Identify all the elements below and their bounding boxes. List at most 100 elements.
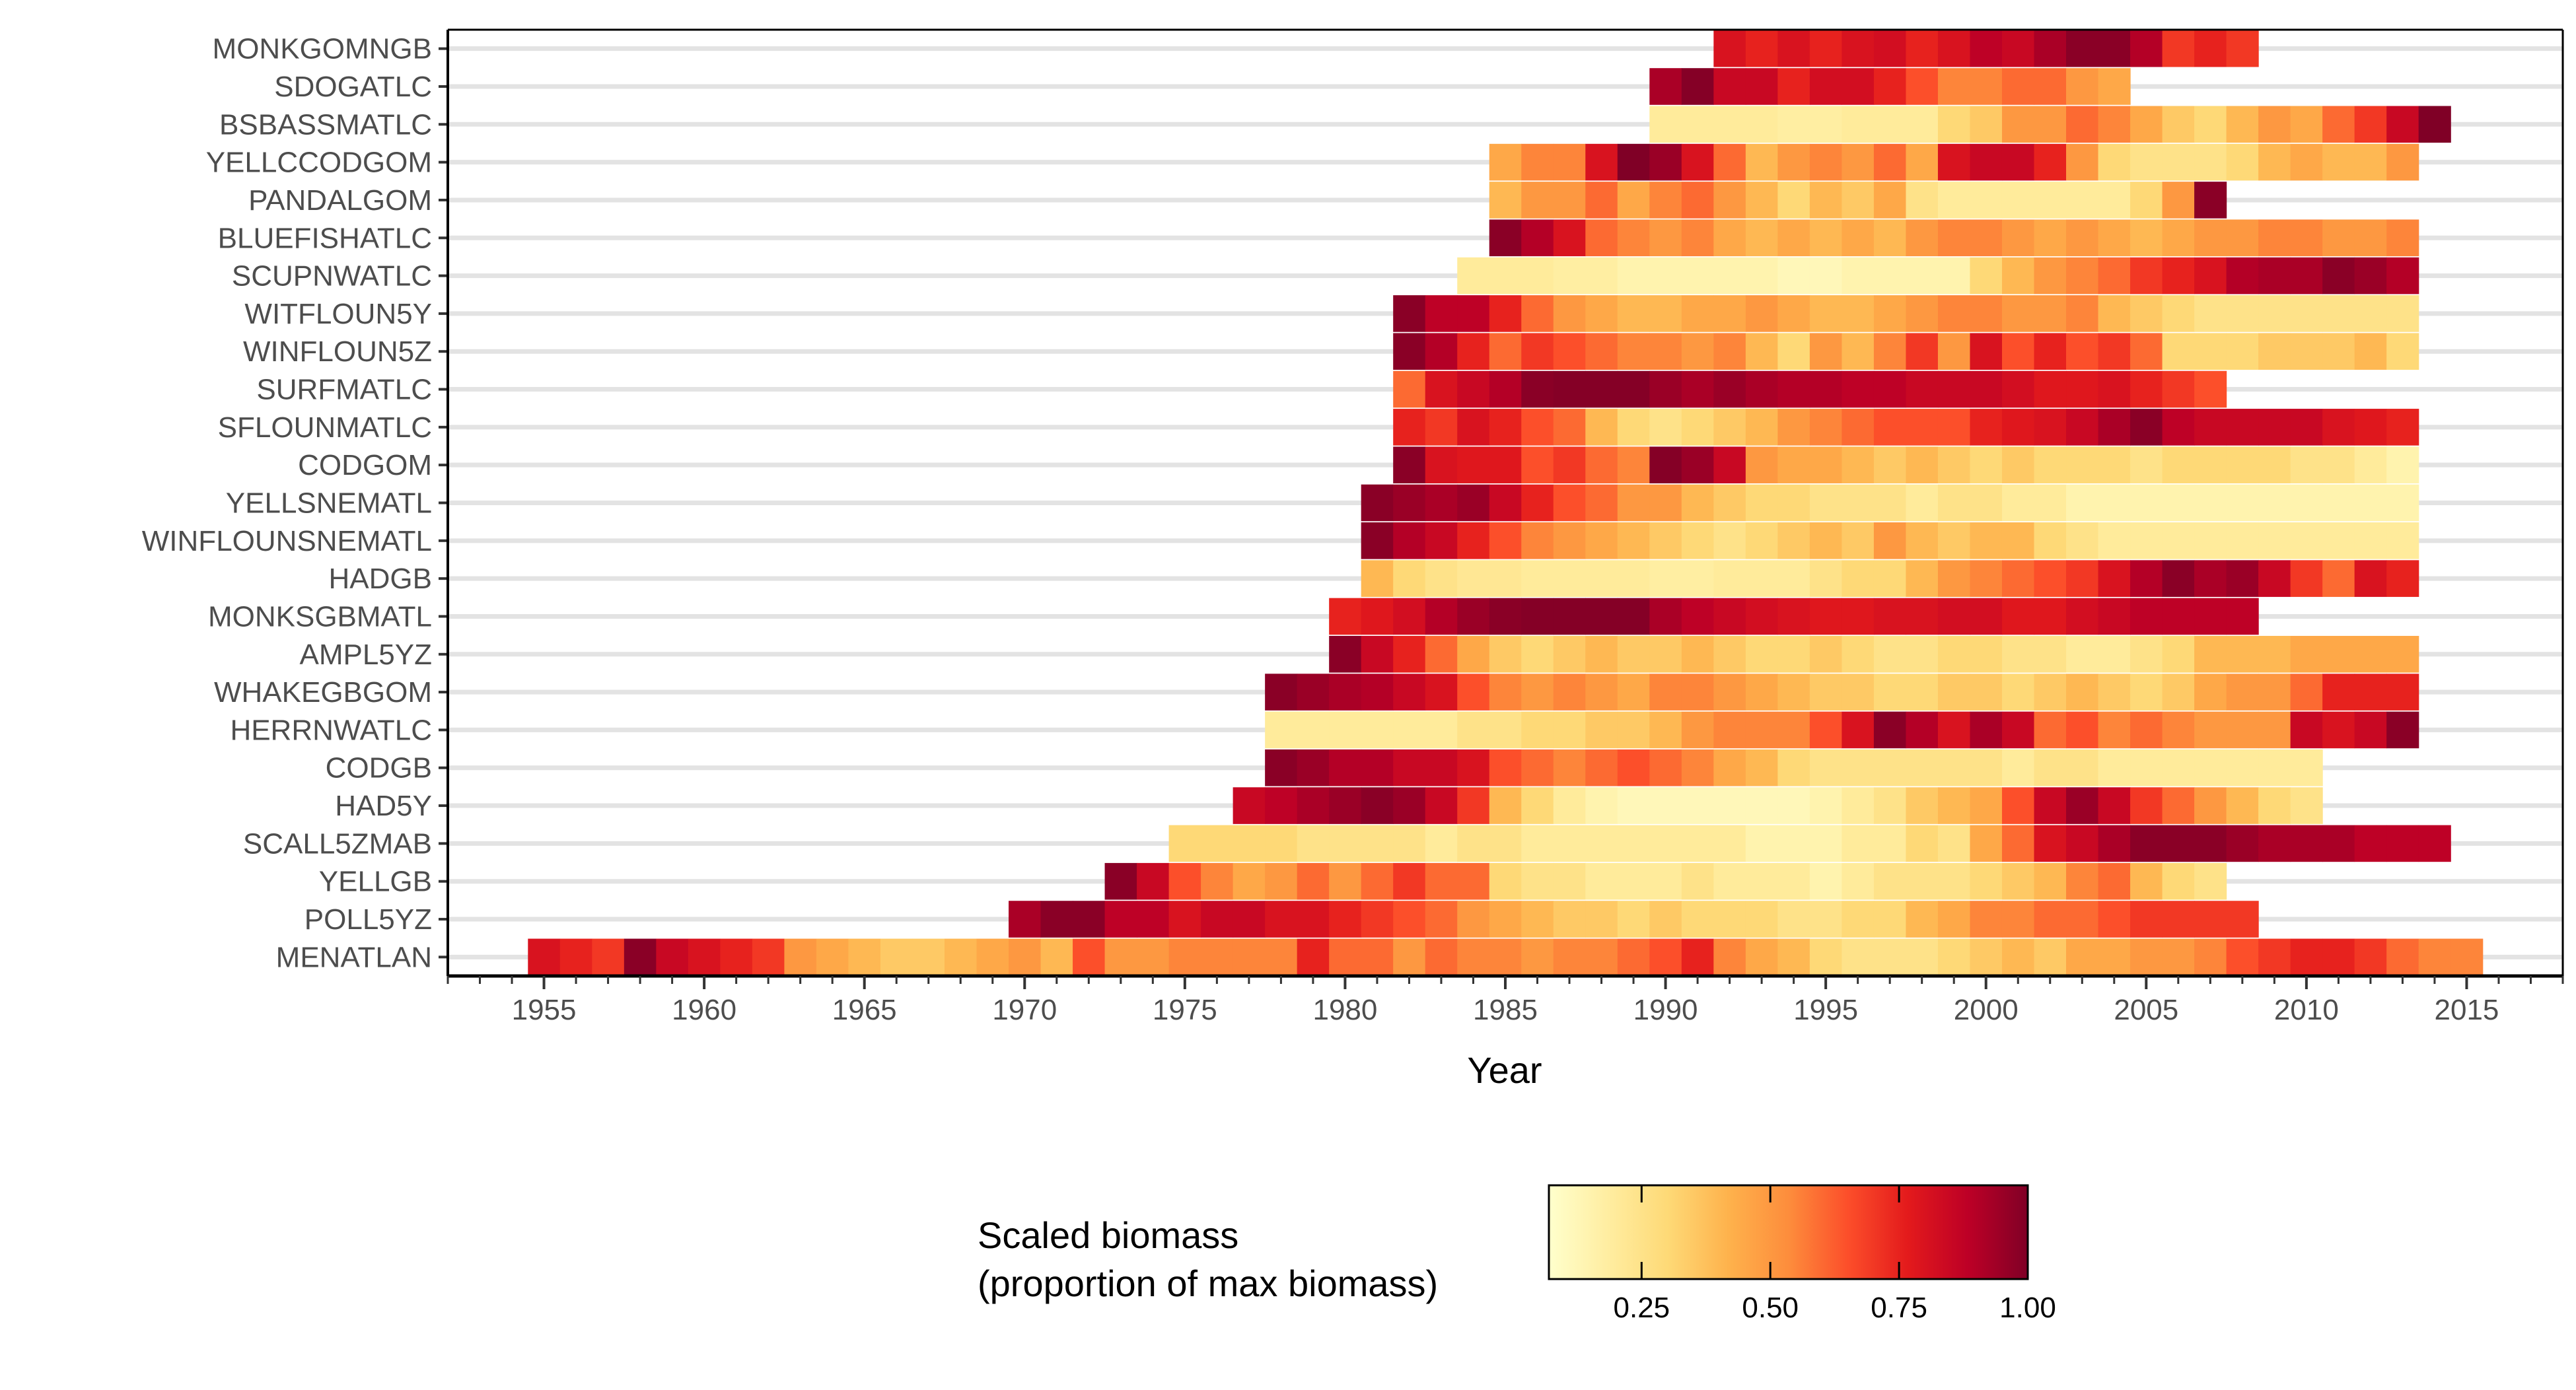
axes xyxy=(439,28,2564,989)
heat-cell xyxy=(2194,938,2227,976)
heat-cell xyxy=(2258,446,2291,483)
heat-cell xyxy=(1553,711,1586,749)
heat-cell xyxy=(2226,295,2259,332)
heat-cell xyxy=(1265,787,1298,824)
heat-cell xyxy=(1168,825,1201,862)
heat-cell xyxy=(2001,295,2035,332)
heat-cell xyxy=(1713,446,1746,483)
heat-cell xyxy=(1937,333,1971,370)
heat-cell xyxy=(1617,219,1650,257)
heat-cell xyxy=(2194,333,2227,370)
heat-cell xyxy=(1713,560,1746,597)
y-tick-label: HAD5Y xyxy=(335,790,432,822)
heat-cell xyxy=(2354,257,2387,295)
heat-cell xyxy=(1970,522,2003,559)
heat-cell xyxy=(1553,257,1586,295)
x-tick-label: 2010 xyxy=(2274,994,2339,1026)
heat-cell xyxy=(1873,938,1907,976)
heat-cell xyxy=(1713,182,1746,219)
heat-cell xyxy=(2194,711,2227,749)
heat-cell xyxy=(2001,409,2035,446)
heat-cell xyxy=(2098,749,2131,786)
heat-cell xyxy=(1329,862,1362,900)
heat-cell xyxy=(2290,560,2323,597)
heat-cell xyxy=(1585,484,1618,522)
heat-cell xyxy=(1777,598,1810,635)
heat-cell xyxy=(1457,295,1490,332)
heat-cell xyxy=(2066,560,2099,597)
heat-cell xyxy=(1681,901,1714,938)
heat-cell xyxy=(2322,295,2355,332)
heat-cell xyxy=(2226,106,2259,143)
heat-cell xyxy=(1553,825,1586,862)
x-tick-label: 1965 xyxy=(832,994,897,1026)
heat-cell xyxy=(1777,635,1810,673)
heat-cell xyxy=(2098,938,2131,976)
heat-cell xyxy=(1425,446,1458,483)
heat-cell xyxy=(1361,787,1394,824)
heat-cell xyxy=(1970,901,2003,938)
heat-cell xyxy=(1521,333,1554,370)
heat-cell xyxy=(1265,674,1298,711)
heat-cell xyxy=(1425,711,1458,749)
heat-cell xyxy=(1873,598,1907,635)
heat-cell xyxy=(1937,484,1971,522)
heat-cell xyxy=(1873,182,1907,219)
heat-cell xyxy=(1937,257,1971,295)
heat-cell xyxy=(1777,257,1810,295)
heat-cell xyxy=(1681,68,1714,105)
heat-cell xyxy=(1873,522,1907,559)
y-tick-label: BSBASSMATLC xyxy=(219,108,432,141)
heat-cell xyxy=(1585,446,1618,483)
heat-cell xyxy=(1745,68,1778,105)
heat-cell xyxy=(2001,182,2035,219)
heat-cell xyxy=(1681,409,1714,446)
heat-cell xyxy=(1970,409,2003,446)
heat-cell xyxy=(2098,711,2131,749)
heat-cell xyxy=(1649,370,1682,408)
heat-cell xyxy=(1713,749,1746,786)
heat-cell xyxy=(2354,522,2387,559)
heat-cell xyxy=(2098,484,2131,522)
heat-cell xyxy=(1393,938,1426,976)
heat-cell xyxy=(2162,635,2195,673)
heat-cell xyxy=(1617,674,1650,711)
heat-cell xyxy=(1809,635,1843,673)
heat-cell xyxy=(1585,143,1618,181)
heat-cell xyxy=(2290,635,2323,673)
heat-cell xyxy=(1842,30,1875,67)
heat-cell xyxy=(2034,674,2067,711)
heat-cell xyxy=(1681,635,1714,673)
heat-cell xyxy=(2034,484,2067,522)
heat-cell xyxy=(1809,825,1843,862)
heat-cell xyxy=(2001,522,2035,559)
heat-cell xyxy=(1361,749,1394,786)
heat-cell xyxy=(1842,787,1875,824)
heat-cell xyxy=(1393,522,1426,559)
heat-cell xyxy=(1842,522,1875,559)
heat-cell xyxy=(1617,787,1650,824)
heat-cell xyxy=(1617,143,1650,181)
heat-cell xyxy=(1553,333,1586,370)
legend-title-line-2: (proportion of max biomass) xyxy=(978,1263,1438,1304)
heat-cell xyxy=(2001,257,2035,295)
heat-cell xyxy=(1777,295,1810,332)
heat-cell xyxy=(2034,295,2067,332)
heat-cell xyxy=(592,938,625,976)
heat-cell xyxy=(1745,409,1778,446)
heat-cell xyxy=(1649,106,1682,143)
heat-cell xyxy=(2066,257,2099,295)
heat-cell xyxy=(1361,825,1394,862)
heat-cell xyxy=(1681,938,1714,976)
heat-cell xyxy=(656,938,689,976)
heat-cell xyxy=(2354,106,2387,143)
heat-cell xyxy=(2290,522,2323,559)
heat-cell xyxy=(1233,787,1266,824)
heat-cell xyxy=(1681,862,1714,900)
heat-cell xyxy=(1585,598,1618,635)
heat-cell xyxy=(1425,560,1458,597)
heat-cell xyxy=(752,938,785,976)
heat-cell xyxy=(1906,787,1939,824)
heat-cell xyxy=(2354,560,2387,597)
heat-cell xyxy=(1489,484,1522,522)
